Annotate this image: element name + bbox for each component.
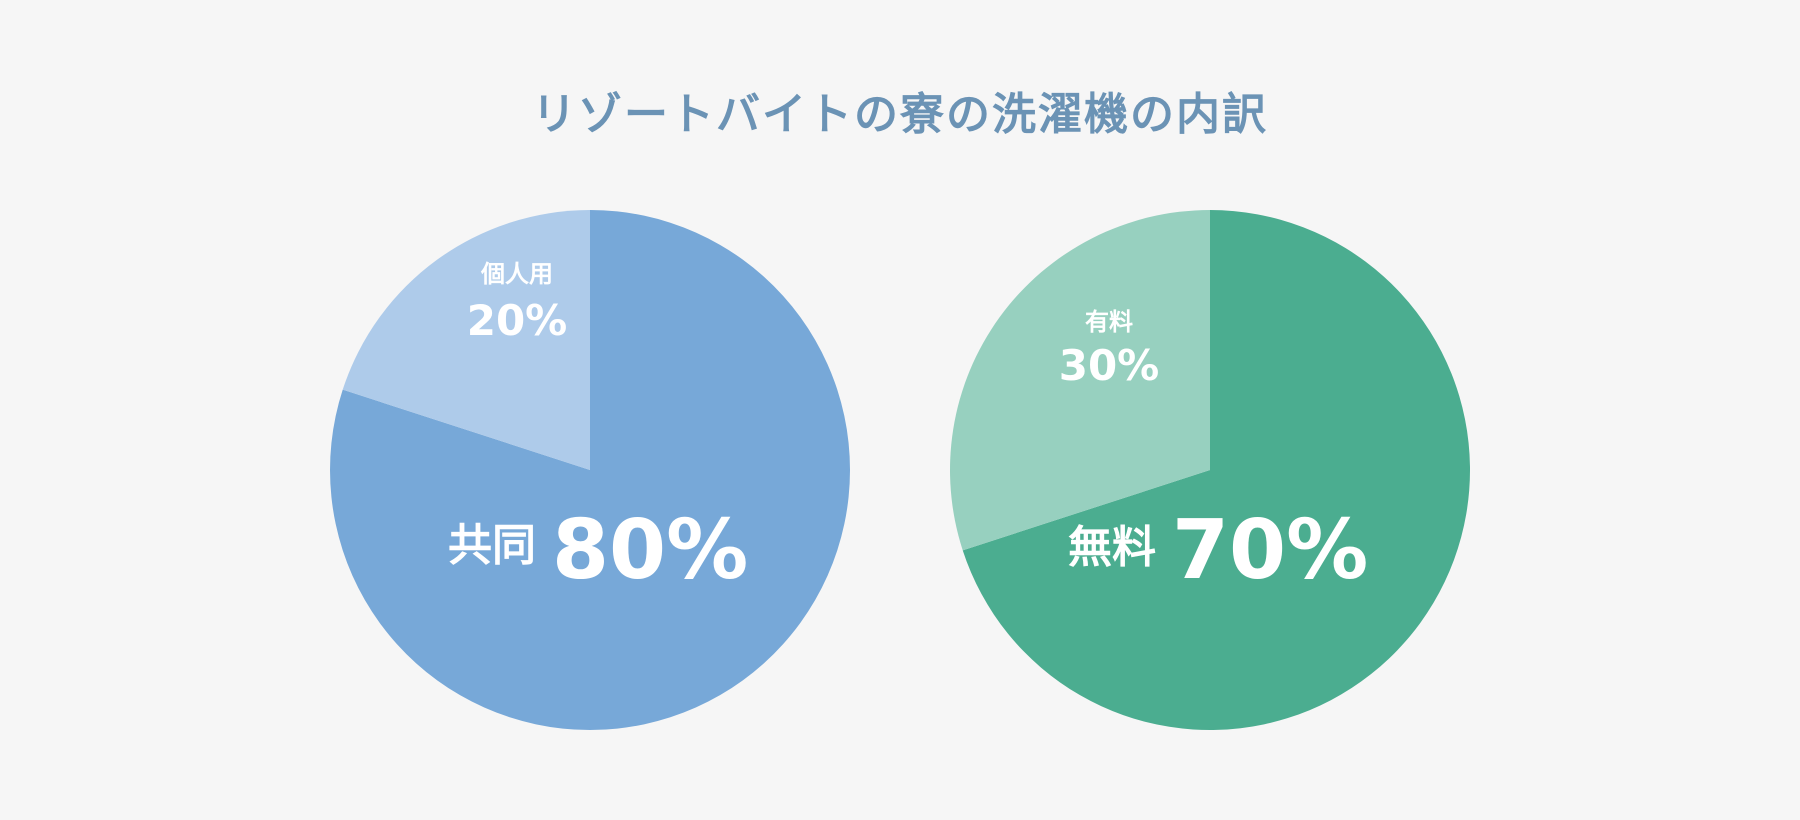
pie2-slice-minor — [950, 210, 1210, 551]
pie1-minor-value: 20% — [467, 296, 568, 345]
pie2-major-label: 無料 — [1068, 522, 1156, 573]
pie1-slice-major — [330, 210, 851, 730]
pie1-minor-label: 個人用 — [480, 260, 553, 288]
pie1-slice-minor — [342, 210, 590, 470]
pie2-minor-label: 有料 — [1085, 308, 1133, 336]
pie1-major-label: 共同 — [448, 520, 536, 571]
chart-title: リゾートバイトの寮の洗濯機の内訳 — [532, 89, 1268, 140]
pie1-major-value: 80% — [552, 503, 748, 598]
pie2-minor-value: 30% — [1059, 341, 1160, 390]
pie2-major-value: 70% — [1172, 503, 1368, 598]
pie2-slice-major — [962, 210, 1471, 731]
